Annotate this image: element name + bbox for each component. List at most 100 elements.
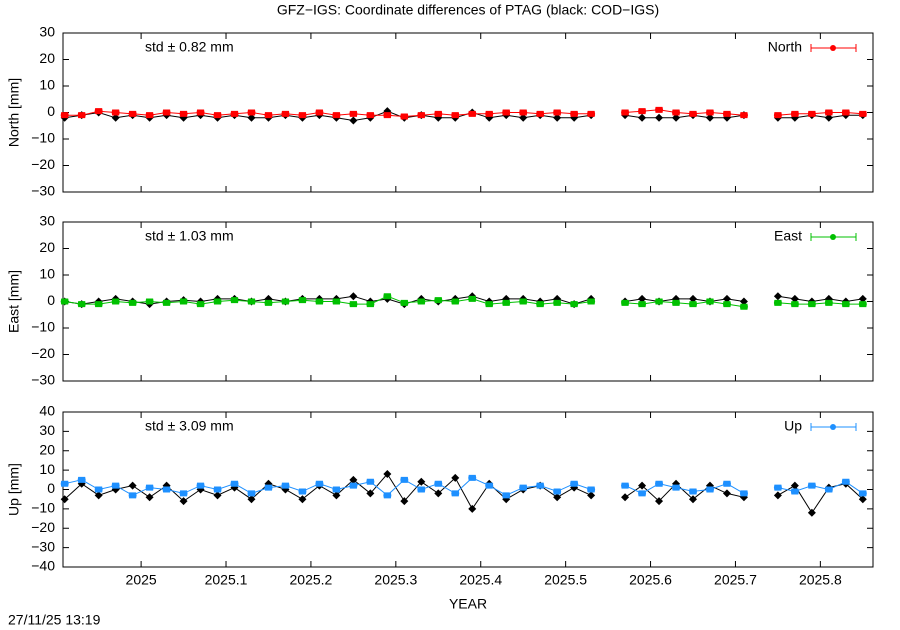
point [111,109,120,116]
point [60,495,69,504]
x-tick-label: 2025.7 [714,572,757,588]
point [417,486,426,493]
legend-label: Up [784,418,802,434]
point [468,504,477,513]
point [587,491,596,500]
point [417,298,426,305]
point [858,294,867,303]
point [247,109,256,116]
y-tick-label: 10 [39,77,55,93]
legend-label: East [774,228,802,244]
point [638,481,647,490]
point [179,110,188,117]
y-tick-label: 20 [39,50,55,66]
point [315,109,324,116]
point [621,493,630,502]
point [858,301,867,308]
point [349,292,358,301]
point [705,486,714,493]
point [230,110,239,117]
point [213,298,222,305]
point [689,301,697,308]
point [638,301,647,308]
point [247,113,256,122]
y-tick-label: 0 [47,103,55,119]
point [281,298,290,305]
point [621,109,630,116]
x-tick-label: 2025.6 [629,572,672,588]
point [722,301,731,308]
point [349,475,358,484]
point [553,493,562,502]
point [400,497,409,506]
point [196,109,205,116]
point [468,295,477,302]
annotation: std ± 3.09 mm [145,418,234,434]
series-line [624,483,745,502]
x-tick-label: 2025.3 [374,572,417,588]
point [485,301,494,308]
point [400,299,409,306]
point [773,299,782,306]
point [773,484,782,491]
point [824,299,833,306]
point [213,491,222,500]
y-tick-label: 20 [39,239,55,255]
point [587,298,596,305]
y-tick-label: 30 [39,24,55,40]
y-tick-label: −10 [31,319,55,335]
point [349,301,358,308]
point [655,106,664,113]
series-line [777,483,864,514]
point [672,299,681,306]
point [570,301,579,308]
y-tick-label: −20 [31,519,55,535]
point [790,488,799,495]
point [587,110,596,117]
point [366,301,375,308]
point [383,112,392,119]
point [298,112,307,119]
point [264,484,273,491]
point [655,480,664,487]
point [179,490,188,497]
point [400,113,409,120]
point [128,492,137,499]
legend-label: North [768,39,802,55]
point [638,108,647,115]
y-tick-label: −20 [31,156,55,172]
point [705,298,714,305]
point [519,298,528,305]
point [111,113,120,122]
point [807,301,816,308]
x-tick-label: 2025.4 [459,572,502,588]
point [332,112,341,119]
point [790,294,799,303]
point [824,113,833,122]
point [77,112,86,119]
point [60,480,69,487]
point [196,301,205,308]
y-tick-label: −20 [31,345,55,361]
point [179,298,188,305]
point [94,491,103,500]
point [77,476,86,483]
y-tick-label: −10 [31,500,55,516]
point [553,488,562,495]
point [298,495,307,504]
point [298,488,307,495]
y-tick-label: 0 [47,480,55,496]
point [434,297,443,304]
point [400,476,409,483]
point [128,110,137,117]
point [739,303,748,310]
point [145,112,154,119]
y-tick-label: −30 [31,372,55,388]
point [162,109,171,116]
point [807,110,816,117]
point [553,113,562,122]
point [519,484,528,491]
y-axis-label: Up [mm] [6,463,22,516]
point [60,112,69,119]
y-tick-label: −10 [31,130,55,146]
